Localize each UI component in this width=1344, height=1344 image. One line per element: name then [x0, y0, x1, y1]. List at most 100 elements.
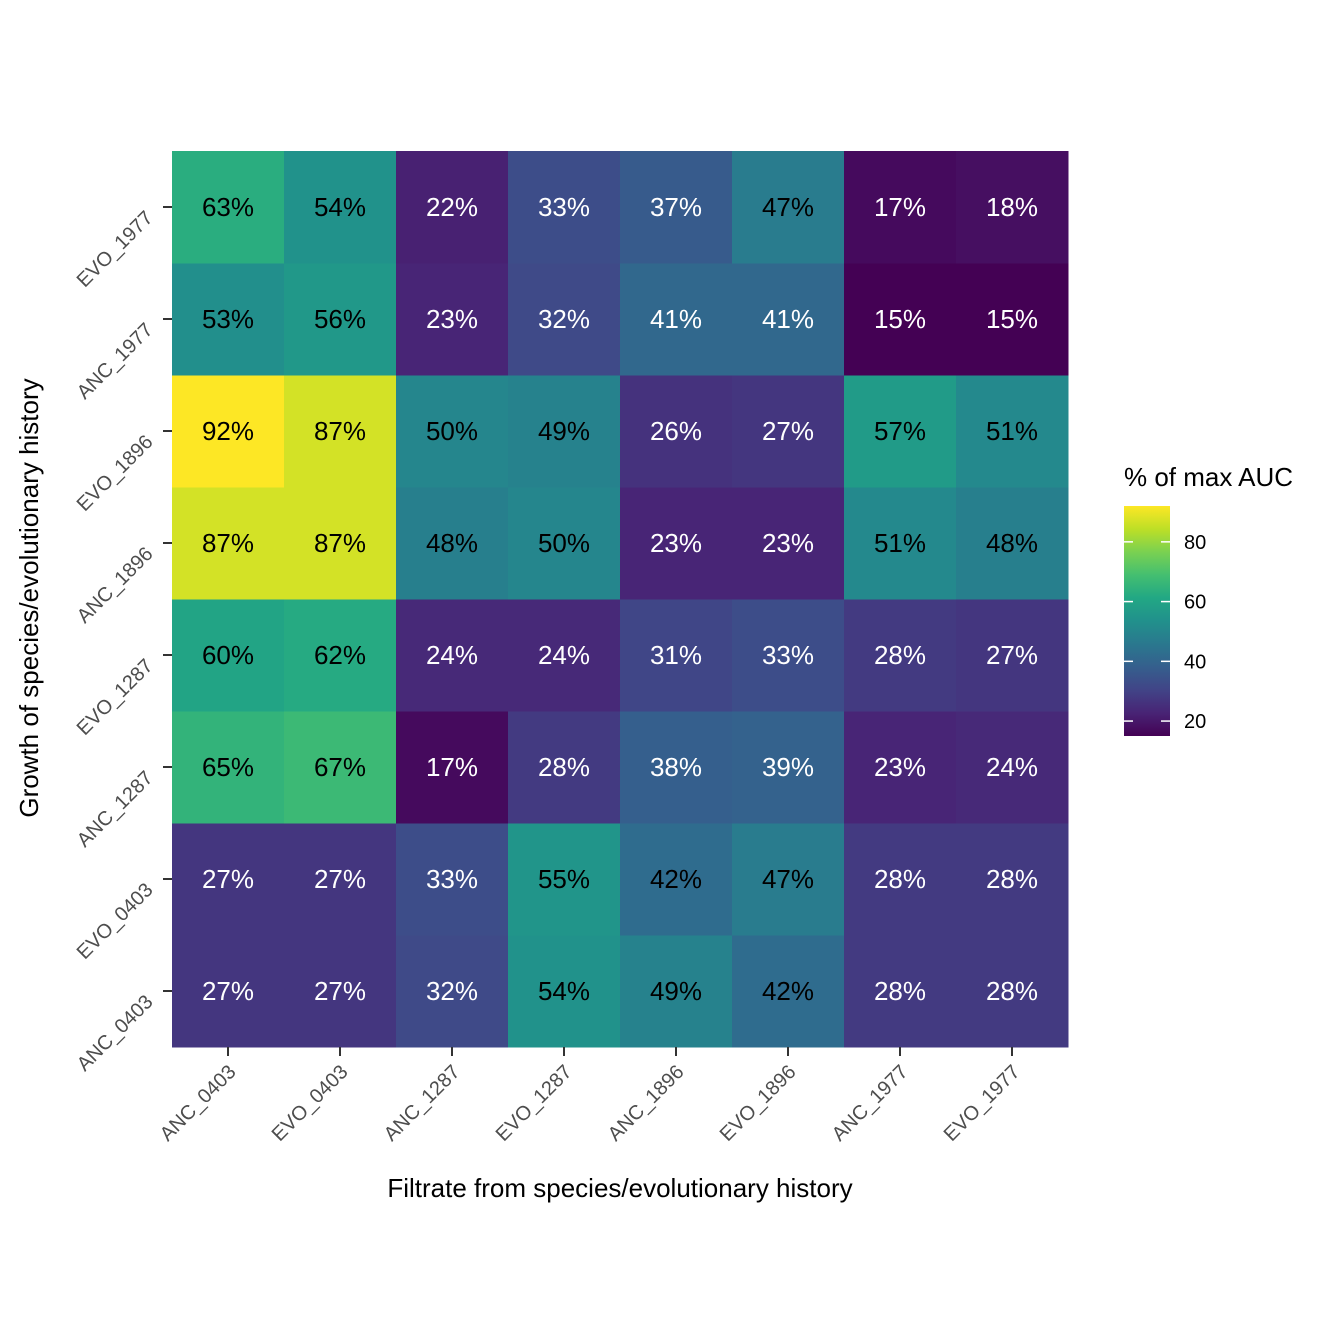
heatmap-cell [732, 599, 845, 712]
heatmap-cell [956, 711, 1069, 824]
heatmap-cell [284, 823, 397, 936]
heatmap-cell [172, 935, 285, 1048]
cell-value-label: 87% [314, 416, 366, 446]
legend-title: % of max AUC [1124, 462, 1293, 492]
heatmap-cell [844, 935, 957, 1048]
cell-value-label: 27% [314, 864, 366, 894]
cell-value-label: 28% [538, 752, 590, 782]
heatmap-cell [732, 151, 845, 264]
cell-value-label: 50% [538, 528, 590, 558]
cell-value-label: 47% [762, 864, 814, 894]
color-legend: % of max AUC 20 40 60 80 [1124, 462, 1293, 736]
cell-value-label: 42% [762, 976, 814, 1006]
x-tick-label: ANC_1896 [604, 1061, 689, 1146]
heatmap-cell [284, 935, 397, 1048]
cell-value-label: 27% [762, 416, 814, 446]
cell-value-label: 15% [986, 304, 1038, 334]
heatmap-cell [844, 599, 957, 712]
cell-value-label: 32% [538, 304, 590, 334]
cell-value-label: 65% [202, 752, 254, 782]
cell-value-label: 17% [426, 752, 478, 782]
cell-value-label: 33% [762, 640, 814, 670]
heatmap-cell [172, 375, 285, 488]
heatmap-cell [172, 487, 285, 600]
legend-tick-label: 20 [1184, 711, 1206, 733]
cell-value-label: 41% [762, 304, 814, 334]
cell-value-label: 27% [314, 976, 366, 1006]
x-axis: ANC_0403 EVO_0403 ANC_1287 EVO_1287 ANC_1896… [156, 1047, 1025, 1146]
cell-value-label: 54% [538, 976, 590, 1006]
cell-value-label: 60% [202, 640, 254, 670]
heatmap-cell [844, 375, 957, 488]
heatmap-cell [396, 711, 509, 824]
heatmap-cell [620, 263, 733, 376]
heatmap-cell [732, 487, 845, 600]
cell-value-label: 23% [426, 304, 478, 334]
cell-value-label: 26% [650, 416, 702, 446]
y-tick-label: ANC_1977 [73, 319, 158, 404]
y-tick-label: EVO_0403 [73, 879, 158, 964]
cell-value-label: 33% [538, 192, 590, 222]
heatmap-cell [956, 375, 1069, 488]
heatmap-cell [284, 263, 397, 376]
heatmap-cell [620, 935, 733, 1048]
legend-tick-label: 80 [1184, 532, 1206, 554]
y-axis-title: Growth of species/evolutionary history [14, 378, 44, 817]
heatmap-cell [620, 599, 733, 712]
cell-value-label: 28% [874, 864, 926, 894]
cell-value-label: 24% [986, 752, 1038, 782]
heatmap-cell [844, 151, 957, 264]
heatmap-cell [396, 151, 509, 264]
y-tick-label: ANC_1896 [73, 543, 158, 628]
cell-value-label: 28% [986, 864, 1038, 894]
cell-value-label: 51% [986, 416, 1038, 446]
cell-value-label: 22% [426, 192, 478, 222]
x-tick-label: EVO_1977 [940, 1061, 1025, 1146]
heatmap-cell [620, 711, 733, 824]
heatmap-cell [396, 599, 509, 712]
heatmap-cell [508, 599, 621, 712]
heatmap-cell [956, 263, 1069, 376]
y-tick-label: ANC_0403 [73, 991, 158, 1076]
x-tick-label: ANC_1287 [380, 1061, 465, 1146]
cell-value-label: 56% [314, 304, 366, 334]
heatmap-cell [172, 711, 285, 824]
heatmap-cell [620, 375, 733, 488]
cell-value-label: 23% [762, 528, 814, 558]
heatmap-cell [508, 823, 621, 936]
heatmap-cell [732, 935, 845, 1048]
heatmap-cell [508, 375, 621, 488]
heatmap-cell [172, 599, 285, 712]
cell-value-label: 87% [202, 528, 254, 558]
heatmap-cell [284, 599, 397, 712]
heatmap-cell [732, 823, 845, 936]
cell-value-label: 49% [650, 976, 702, 1006]
heatmap-cell [844, 711, 957, 824]
x-tick-label: EVO_1287 [492, 1061, 577, 1146]
heatmap-cell [508, 935, 621, 1048]
heatmap-cell [956, 151, 1069, 264]
heatmap-cell [508, 711, 621, 824]
cell-value-label: 27% [202, 864, 254, 894]
heatmap-cell [508, 487, 621, 600]
heatmap-cell [844, 263, 957, 376]
heatmap-cell [508, 263, 621, 376]
heatmap-cell [284, 487, 397, 600]
cell-value-label: 28% [874, 976, 926, 1006]
cell-value-label: 42% [650, 864, 702, 894]
cell-value-label: 49% [538, 416, 590, 446]
heatmap-cell [844, 823, 957, 936]
x-axis-title: Filtrate from species/evolutionary histo… [387, 1173, 852, 1203]
heatmap-cell [620, 823, 733, 936]
legend-colorbar [1124, 506, 1170, 736]
y-tick-label: ANC_1287 [73, 767, 158, 852]
heatmap-cell [956, 487, 1069, 600]
cell-value-label: 24% [538, 640, 590, 670]
cell-value-label: 23% [874, 752, 926, 782]
heatmap-cell [732, 263, 845, 376]
cell-value-label: 48% [426, 528, 478, 558]
y-tick-label: EVO_1977 [73, 207, 158, 292]
heatmap-cell [172, 823, 285, 936]
cell-value-label: 17% [874, 192, 926, 222]
x-tick-label: EVO_1896 [716, 1061, 801, 1146]
